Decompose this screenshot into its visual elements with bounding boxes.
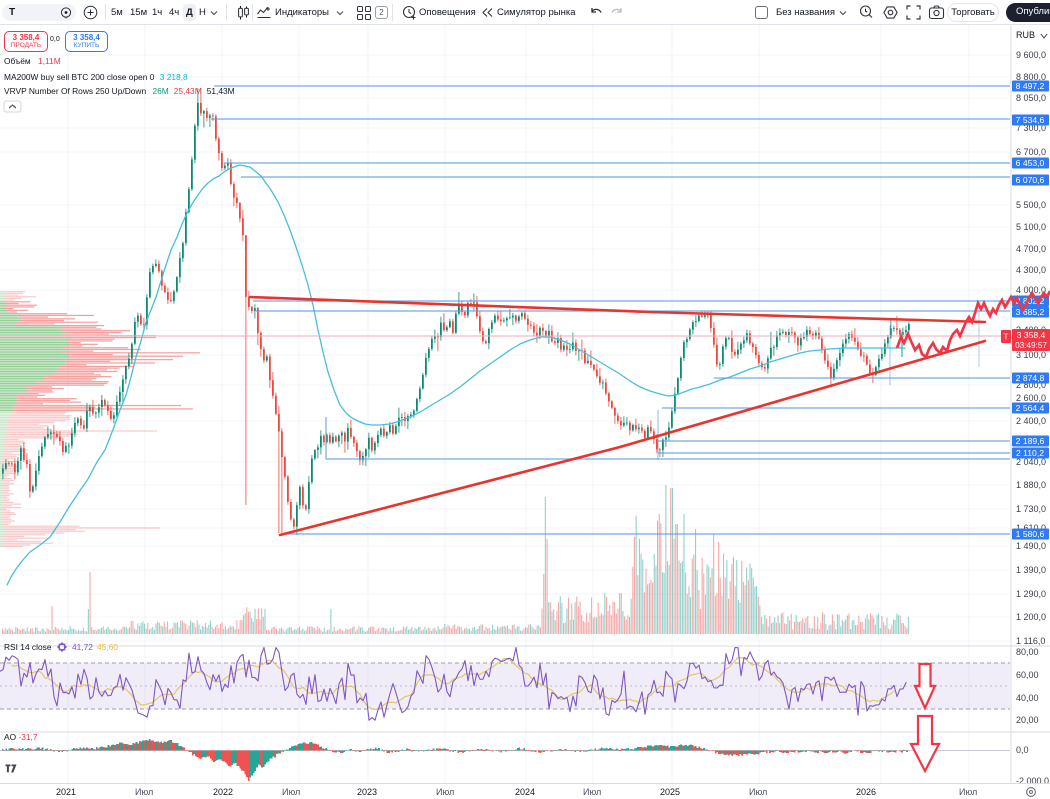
svg-text:3 802,2: 3 802,2 bbox=[1016, 296, 1045, 306]
svg-text:1 290,0: 1 290,0 bbox=[1016, 589, 1046, 599]
svg-text:9 600,0: 9 600,0 bbox=[1016, 50, 1046, 60]
svg-text:2 189,6: 2 189,6 bbox=[1016, 436, 1045, 446]
svg-text:60,00: 60,00 bbox=[1016, 670, 1039, 680]
svg-text:4 000,0: 4 000,0 bbox=[1016, 285, 1046, 295]
svg-text:1 730,0: 1 730,0 bbox=[1016, 504, 1046, 514]
svg-text:40,00: 40,00 bbox=[1016, 693, 1039, 703]
svg-text:RSI 14 close: RSI 14 close bbox=[4, 642, 52, 652]
svg-text:03:49:57: 03:49:57 bbox=[1015, 341, 1047, 350]
svg-text:2 800,0: 2 800,0 bbox=[1016, 380, 1046, 390]
svg-text:2 564,4: 2 564,4 bbox=[1016, 403, 1045, 413]
svg-text:1 580,6: 1 580,6 bbox=[1016, 529, 1045, 539]
svg-text:1 116,0: 1 116,0 bbox=[1016, 636, 1045, 646]
svg-text:41,72: 41,72 bbox=[72, 642, 93, 652]
svg-text:0,0: 0,0 bbox=[1016, 745, 1029, 755]
svg-text:7 534,6: 7 534,6 bbox=[1016, 115, 1045, 125]
svg-text:6 700,0: 6 700,0 bbox=[1016, 147, 1046, 157]
svg-text:Объём 1,11М: Объём 1,11М bbox=[4, 56, 61, 66]
svg-text:1 610,0: 1 610,0 bbox=[1016, 523, 1046, 533]
svg-text:8 050,0: 8 050,0 bbox=[1016, 93, 1046, 103]
svg-text:2 600,0: 2 600,0 bbox=[1016, 393, 1046, 403]
svg-text:45,60: 45,60 bbox=[97, 642, 118, 652]
svg-text:8 497,2: 8 497,2 bbox=[1016, 81, 1045, 91]
svg-text:2 040,0: 2 040,0 bbox=[1016, 457, 1046, 467]
svg-text:1 490,0: 1 490,0 bbox=[1016, 541, 1046, 551]
svg-text:1 200,0: 1 200,0 bbox=[1016, 612, 1046, 622]
svg-text:5 500,0: 5 500,0 bbox=[1016, 200, 1046, 210]
svg-text:6 453,0: 6 453,0 bbox=[1016, 158, 1045, 168]
svg-text:-2 000,0: -2 000,0 bbox=[1016, 776, 1049, 786]
svg-text:8 800,0: 8 800,0 bbox=[1016, 72, 1046, 82]
svg-text:T: T bbox=[1004, 333, 1009, 342]
svg-text:3 685,2: 3 685,2 bbox=[1016, 307, 1045, 317]
svg-text:3 358,4: 3 358,4 bbox=[1017, 330, 1046, 340]
svg-text:MA200W buy sell BTC 200 close: MA200W buy sell BTC 200 close open 0 3 2… bbox=[4, 72, 188, 82]
svg-text:1 880,0: 1 880,0 bbox=[1016, 480, 1046, 490]
svg-text:4 300,0: 4 300,0 bbox=[1016, 265, 1046, 275]
svg-text:4 700,0: 4 700,0 bbox=[1016, 244, 1046, 254]
svg-text:VRVP Number Of Rows 250 Up/Dow: VRVP Number Of Rows 250 Up/Down 26М 25,43… bbox=[4, 86, 235, 96]
svg-text:5 100,0: 5 100,0 bbox=[1016, 222, 1046, 232]
svg-text:6 070,6: 6 070,6 bbox=[1016, 175, 1045, 185]
svg-text:RUB: RUB bbox=[1016, 30, 1035, 40]
svg-text:7 300,0: 7 300,0 bbox=[1016, 123, 1046, 133]
svg-text:AO -31,7: AO -31,7 bbox=[4, 732, 38, 742]
svg-text:80,00: 80,00 bbox=[1016, 647, 1039, 657]
svg-text:20,00: 20,00 bbox=[1016, 715, 1039, 725]
svg-text:3 100,0: 3 100,0 bbox=[1016, 350, 1046, 360]
svg-text:2 874,8: 2 874,8 bbox=[1016, 373, 1045, 383]
svg-text:2 400,0: 2 400,0 bbox=[1016, 416, 1046, 426]
svg-text:1 390,0: 1 390,0 bbox=[1016, 565, 1046, 575]
svg-text:2 110,2: 2 110,2 bbox=[1016, 448, 1044, 458]
